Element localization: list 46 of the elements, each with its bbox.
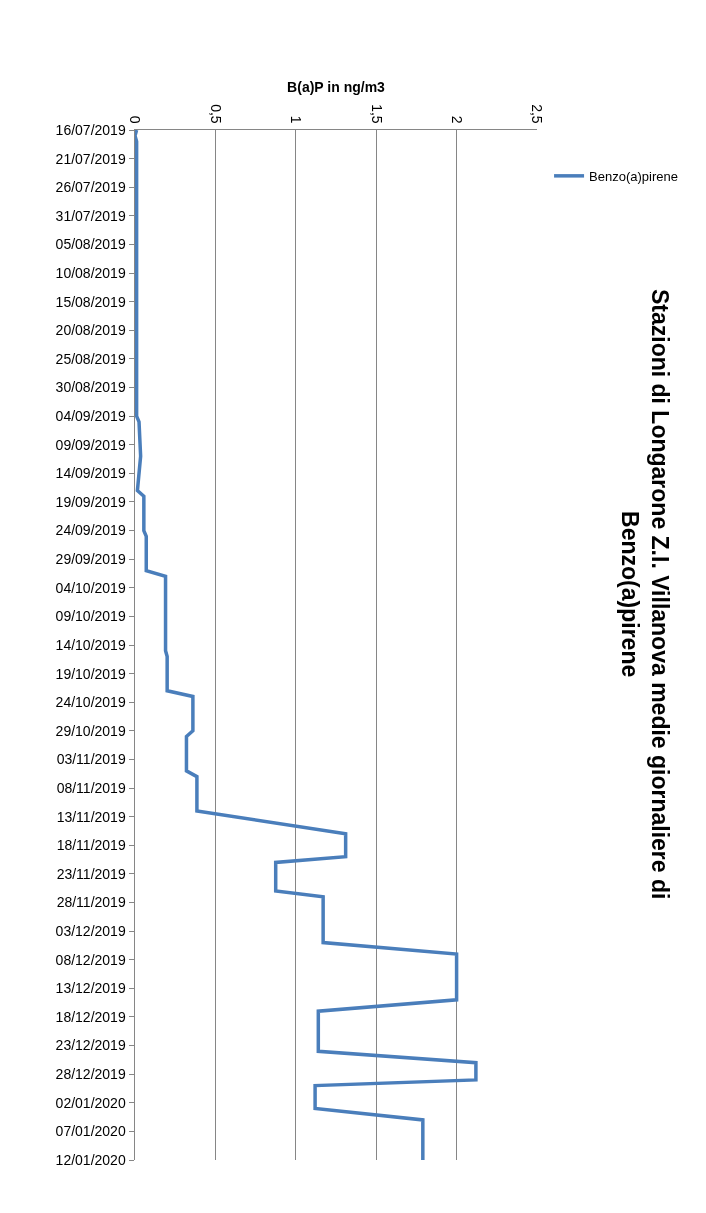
y-tick-label: 09/09/2019 <box>55 436 126 453</box>
y-tick-label: 29/10/2019 <box>55 722 126 739</box>
y-tick-label: 31/07/2019 <box>55 207 126 224</box>
y-tick-label: 23/11/2019 <box>56 865 126 882</box>
y-tick-label: 09/10/2019 <box>55 608 126 625</box>
y-tick-label: 04/09/2019 <box>55 408 126 425</box>
y-tick-label: 13/11/2019 <box>56 808 126 825</box>
y-tick-label: 03/12/2019 <box>55 923 126 940</box>
y-tick-label: 14/10/2019 <box>55 636 126 653</box>
y-tick-label: 28/12/2019 <box>55 1066 126 1083</box>
y-tick-label: 10/08/2019 <box>55 264 126 281</box>
y-tick-label: 28/11/2019 <box>56 894 126 911</box>
y-tick-label: 03/11/2019 <box>56 751 126 768</box>
y-axis-title: B(a)P in ng/m3 <box>287 78 386 95</box>
y-tick-label: 21/07/2019 <box>55 150 126 167</box>
y-tick-label: 16/07/2019 <box>55 121 126 138</box>
y-tick-label: 30/08/2019 <box>55 379 126 396</box>
y-tick-label: 04/10/2019 <box>55 579 126 596</box>
x-tick-label: 2 <box>449 115 466 124</box>
text: Stazioni di Longarone Z.I. Villanova medie giornaliere di Benzo(a)pirene <box>617 288 674 900</box>
y-tick-label: 19/09/2019 <box>55 493 126 510</box>
y-tick-label: 13/12/2019 <box>55 980 126 997</box>
y-tick-label: 20/08/2019 <box>55 322 126 339</box>
x-tick-label: 1,5 <box>368 104 385 124</box>
x-tick-label: 1 <box>288 115 305 124</box>
y-tick-label: 12/01/2020 <box>55 1151 126 1168</box>
y-tick-label: 29/09/2019 <box>55 551 126 568</box>
y-tick-label: 26/07/2019 <box>55 179 126 196</box>
y-tick-label: 07/01/2020 <box>55 1123 126 1140</box>
y-tick-label: 14/09/2019 <box>55 465 126 482</box>
x-tick-label: 2,5 <box>529 104 546 124</box>
legend-label: Benzo(a)pirene <box>589 168 678 184</box>
x-tick-label: 0 <box>127 115 144 124</box>
y-tick-label: 08/12/2019 <box>55 951 126 968</box>
y-tick-label: 15/08/2019 <box>55 293 126 310</box>
y-tick-label: 25/08/2019 <box>55 350 126 367</box>
y-tick-label: 24/10/2019 <box>55 694 126 711</box>
x-tick-label: 0,5 <box>207 104 224 124</box>
y-tick-label: 02/01/2020 <box>55 1094 126 1111</box>
y-tick-label: 08/11/2019 <box>56 779 126 796</box>
y-tick-label: 05/08/2019 <box>55 236 126 253</box>
y-tick-label: 23/12/2019 <box>55 1037 126 1054</box>
y-tick-label: 19/10/2019 <box>55 665 126 682</box>
y-tick-label: 18/11/2019 <box>56 837 126 854</box>
y-tick-label: 24/09/2019 <box>55 522 126 539</box>
y-tick-label: 18/12/2019 <box>55 1008 126 1025</box>
